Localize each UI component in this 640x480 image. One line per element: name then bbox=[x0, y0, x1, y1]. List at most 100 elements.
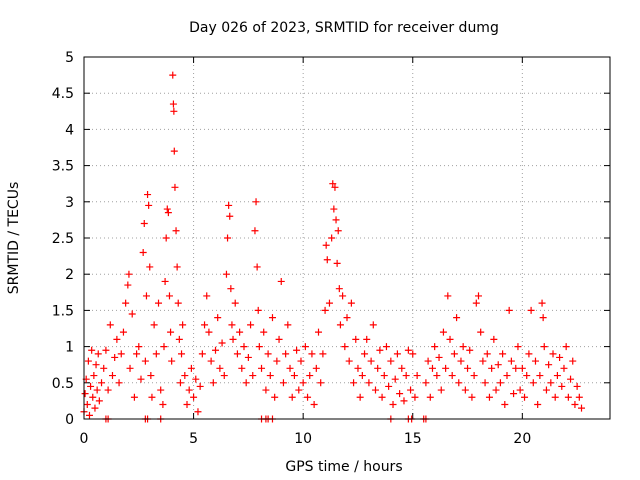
data-point bbox=[196, 382, 204, 390]
data-point bbox=[402, 372, 410, 380]
data-point bbox=[102, 346, 110, 354]
data-point bbox=[539, 314, 547, 322]
data-point bbox=[220, 372, 228, 380]
data-point bbox=[255, 343, 263, 351]
data-point bbox=[529, 379, 537, 387]
data-point bbox=[146, 263, 154, 271]
data-point bbox=[468, 393, 476, 401]
data-point bbox=[173, 263, 181, 271]
x-tick-label: 5 bbox=[189, 431, 198, 447]
data-point bbox=[558, 382, 566, 390]
data-point bbox=[365, 379, 373, 387]
data-point bbox=[147, 372, 155, 380]
data-point bbox=[575, 393, 583, 401]
data-point bbox=[323, 256, 331, 264]
data-point bbox=[400, 397, 408, 405]
data-point bbox=[171, 183, 179, 191]
data-point bbox=[457, 357, 465, 365]
data-point bbox=[531, 357, 539, 365]
data-point bbox=[336, 321, 344, 329]
y-tick-label: 0.5 bbox=[52, 376, 74, 392]
data-point bbox=[330, 205, 338, 213]
y-tick-label: 1.5 bbox=[52, 303, 74, 319]
data-point bbox=[391, 375, 399, 383]
data-point bbox=[251, 227, 259, 235]
data-point bbox=[106, 321, 114, 329]
data-point bbox=[262, 386, 270, 394]
data-point bbox=[124, 281, 132, 289]
data-point bbox=[167, 328, 175, 336]
data-point bbox=[113, 335, 121, 343]
data-point bbox=[527, 306, 535, 314]
data-point bbox=[562, 343, 570, 351]
data-point bbox=[279, 379, 287, 387]
data-point bbox=[117, 350, 125, 358]
data-point bbox=[290, 372, 298, 380]
data-points bbox=[80, 71, 586, 423]
data-point bbox=[293, 346, 301, 354]
data-point bbox=[139, 248, 147, 256]
data-point bbox=[142, 292, 150, 300]
data-point bbox=[523, 372, 531, 380]
data-point bbox=[157, 386, 165, 394]
data-point bbox=[569, 357, 577, 365]
data-point bbox=[159, 401, 167, 409]
data-point bbox=[231, 299, 239, 307]
x-tick-label: 10 bbox=[294, 431, 312, 447]
data-point bbox=[93, 386, 101, 394]
data-point bbox=[371, 386, 379, 394]
data-point bbox=[94, 350, 102, 358]
data-point bbox=[268, 314, 276, 322]
data-point bbox=[442, 364, 450, 372]
data-point bbox=[98, 379, 106, 387]
data-point bbox=[133, 350, 141, 358]
data-point bbox=[329, 180, 337, 188]
data-point bbox=[244, 353, 252, 361]
data-point bbox=[387, 357, 395, 365]
data-point bbox=[125, 270, 133, 278]
data-point bbox=[521, 393, 529, 401]
data-point bbox=[516, 386, 524, 394]
data-point bbox=[437, 386, 445, 394]
y-tick-label: 5 bbox=[65, 50, 74, 66]
data-point bbox=[249, 372, 257, 380]
data-point bbox=[536, 372, 544, 380]
data-point bbox=[148, 393, 156, 401]
data-point bbox=[187, 364, 195, 372]
data-point bbox=[567, 375, 575, 383]
data-point bbox=[369, 321, 377, 329]
data-point bbox=[380, 372, 388, 380]
data-point bbox=[100, 364, 108, 372]
data-point bbox=[81, 390, 89, 398]
data-point bbox=[238, 364, 246, 372]
data-point bbox=[540, 343, 548, 351]
data-point bbox=[507, 357, 515, 365]
data-point bbox=[176, 379, 184, 387]
data-point bbox=[459, 343, 467, 351]
data-point bbox=[409, 350, 417, 358]
data-point bbox=[168, 357, 176, 365]
grid-lines bbox=[84, 57, 610, 419]
data-point bbox=[334, 227, 342, 235]
data-point bbox=[461, 386, 469, 394]
y-tick-label: 4.5 bbox=[52, 86, 74, 102]
data-point bbox=[83, 401, 91, 409]
data-point bbox=[119, 328, 127, 336]
data-point bbox=[424, 357, 432, 365]
data-point bbox=[201, 321, 209, 329]
data-point bbox=[91, 404, 99, 412]
data-point bbox=[341, 343, 349, 351]
data-point bbox=[518, 364, 526, 372]
y-tick-label: 2.5 bbox=[52, 231, 74, 247]
data-point bbox=[319, 350, 327, 358]
data-point bbox=[207, 357, 215, 365]
data-point bbox=[350, 379, 358, 387]
data-point bbox=[252, 198, 260, 206]
data-point bbox=[253, 263, 261, 271]
data-point bbox=[317, 379, 325, 387]
data-point bbox=[551, 393, 559, 401]
y-tick-label: 4 bbox=[65, 122, 74, 138]
data-point bbox=[578, 404, 586, 412]
data-point bbox=[564, 393, 572, 401]
